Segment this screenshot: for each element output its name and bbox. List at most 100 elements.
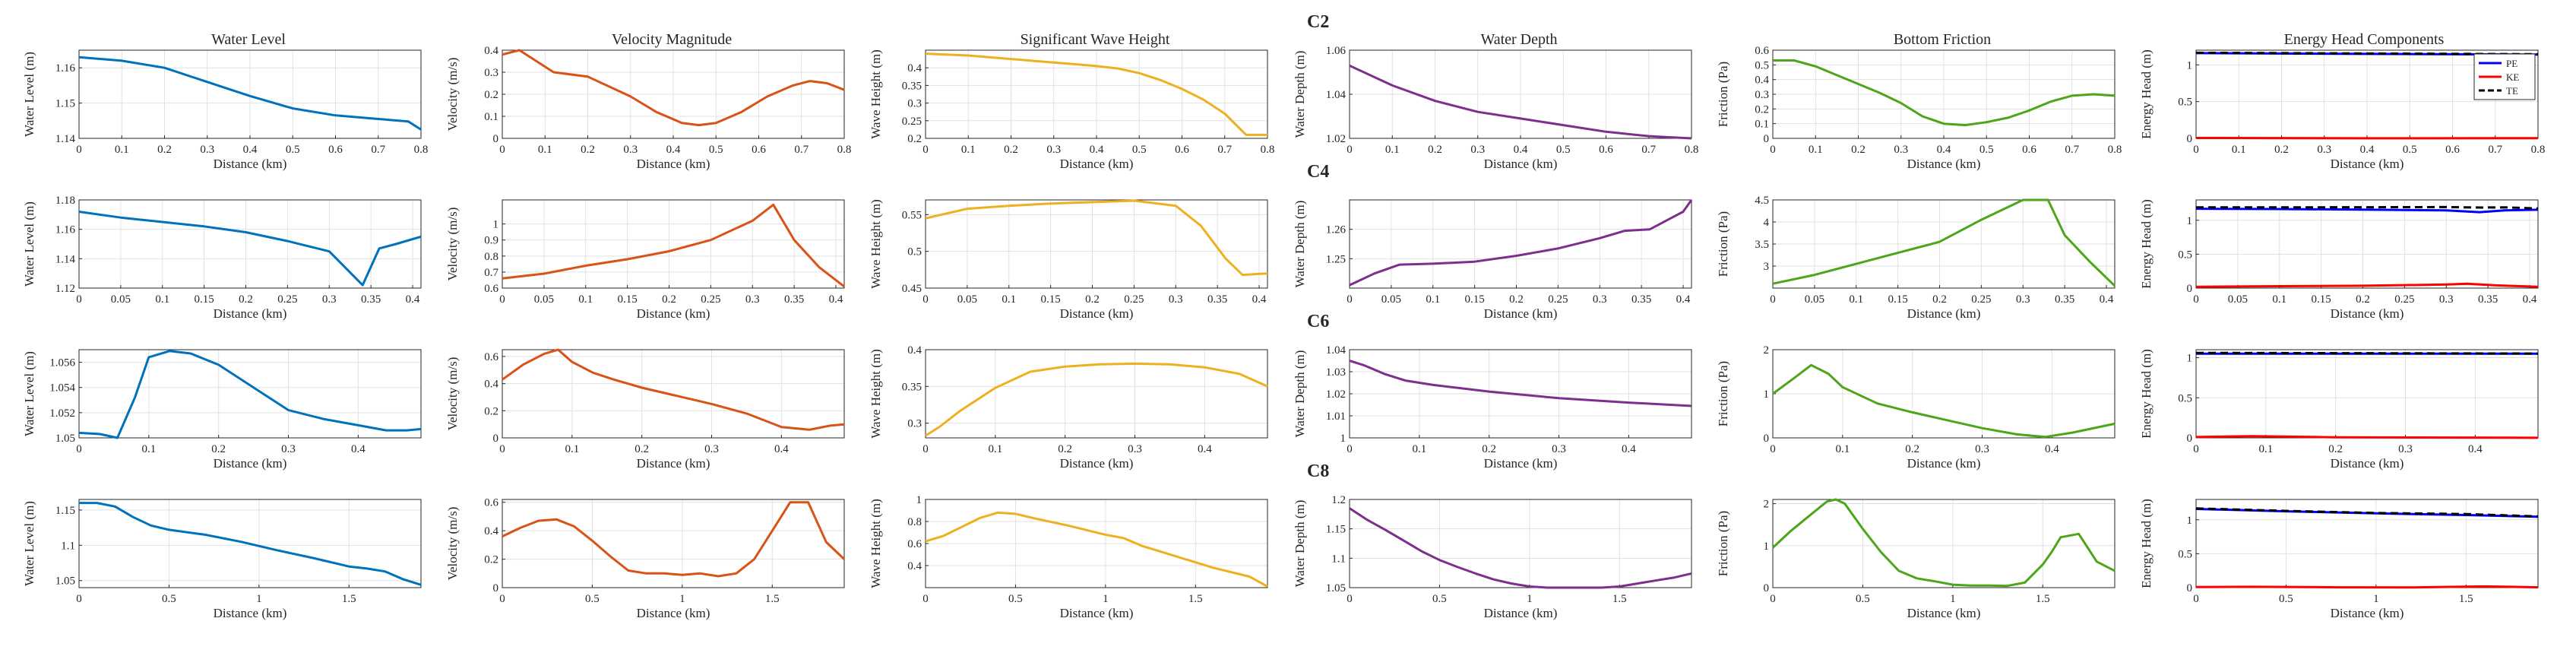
x-tick-label: 0.3 xyxy=(704,443,719,455)
y-tick-label: 0.4 xyxy=(1755,74,1769,87)
x-tick-label: 0.6 xyxy=(752,144,766,156)
x-tick-label: 0.1 xyxy=(565,443,579,455)
x-tick-label: 0 xyxy=(922,443,929,455)
y-tick-label: 1.02 xyxy=(1326,133,1346,145)
series-line-water-depth xyxy=(1349,507,1692,589)
series-line-water-level xyxy=(78,350,422,439)
y-tick-label: 0.9 xyxy=(484,235,498,247)
x-tick-label: 0.15 xyxy=(2312,293,2331,306)
y-tick-label: 0.2 xyxy=(1755,103,1769,116)
x-tick-label: 0.6 xyxy=(328,144,343,156)
legend-box xyxy=(2473,53,2536,100)
x-axis-label: Distance (km) xyxy=(214,306,287,321)
y-tick-label: 0.6 xyxy=(1755,45,1769,57)
y-axis-label: Water Level (m) xyxy=(22,201,36,287)
x-axis-label: Distance (km) xyxy=(1484,157,1558,171)
x-tick-label: 0.4 xyxy=(2523,293,2537,306)
chart-panels: 0 0.1 0.2 0.3 0.4 0.5 0.6 0.7 0.81.141.151.16Dis… xyxy=(22,45,2545,620)
chart-panel-r1-c5: 0 0.1 0.2 0.3 0.4 0.5 0.6 0.7 0.8 0 0.1 0.2 0.3 0.4 0.… xyxy=(1716,45,2122,171)
x-tick-label: 0.1 xyxy=(1809,144,1823,156)
series-line-te xyxy=(2196,205,2539,210)
x-tick-label: 0.5 xyxy=(2279,593,2293,605)
x-tick-label: 0.4 xyxy=(1937,144,1951,156)
y-axis-label: Water Depth (m) xyxy=(1293,500,1307,588)
axes-box xyxy=(1772,49,2116,139)
y-tick-label: 1.15 xyxy=(55,505,75,517)
x-tick-label: 0.3 xyxy=(2398,443,2413,455)
y-tick-label: 1.04 xyxy=(1326,89,1347,101)
x-tick-label: 0.4 xyxy=(774,443,789,455)
chart-panel-r1-c6: 0 0.1 0.2 0.3 0.4 0.5 0.6 0.7 0.8 0 0.5 1 Distance (… xyxy=(2139,49,2545,171)
y-tick-label: 1.14 xyxy=(55,133,76,145)
x-tick-label: 0 xyxy=(1347,293,1353,306)
x-tick-label: 0.2 xyxy=(581,144,595,156)
y-tick-label: 1.12 xyxy=(55,283,75,295)
y-tick-label: 0.4 xyxy=(907,62,922,74)
x-tick-label: 1 xyxy=(1950,593,1956,605)
y-tick-label: 0.7 xyxy=(484,267,498,279)
x-tick-label: 0.1 xyxy=(1412,443,1426,455)
x-tick-label: 0.05 xyxy=(1381,293,1401,306)
chart-panel-r2-c6: 0 0.05 0.1 0.15 0.2 0.25 0.3 0.35 0.4 0 0.5 1 Distan… xyxy=(2139,199,2539,321)
x-tick-label: 0.1 xyxy=(115,144,129,156)
x-tick-label: 0.4 xyxy=(829,293,843,306)
y-tick-label: 0.6 xyxy=(484,497,498,509)
x-tick-label: 1.5 xyxy=(765,593,780,605)
x-tick-label: 0 xyxy=(76,443,82,455)
x-tick-label: 0.7 xyxy=(2488,144,2502,156)
x-tick-label: 1.5 xyxy=(2459,593,2473,605)
x-tick-label: 0 xyxy=(1770,144,1776,156)
series-line-friction xyxy=(1772,363,2116,439)
x-axis-label: Distance (km) xyxy=(1907,606,1981,620)
series-line-water-level xyxy=(78,55,422,131)
x-axis-label: Distance (km) xyxy=(1060,306,1134,321)
series-line-ke xyxy=(2195,585,2539,589)
y-tick-label: 1 xyxy=(2187,215,2193,227)
x-tick-label: 0.3 xyxy=(1046,144,1061,156)
y-axis-label: Energy Head (m) xyxy=(2139,349,2154,439)
x-tick-label: 0.1 xyxy=(2272,293,2286,306)
y-axis-label: Friction (Pa) xyxy=(1716,361,1730,426)
y-tick-label: 4.5 xyxy=(1755,195,1769,207)
x-tick-label: 0.05 xyxy=(1805,293,1824,306)
y-tick-label: 1.056 xyxy=(49,357,75,369)
axes-box xyxy=(925,49,1268,139)
x-tick-label: 1.5 xyxy=(342,593,356,605)
chart-panel-r4-c2: 0 0.5 1 1.5 0 0.2 0.4 0.6 Distance (km) Velocity … xyxy=(445,497,846,620)
y-tick-label: 1.25 xyxy=(1326,253,1346,265)
x-tick-label: 0 xyxy=(2193,443,2199,455)
x-tick-label: 0.35 xyxy=(1631,293,1651,306)
x-tick-label: 0.3 xyxy=(200,144,214,156)
x-tick-label: 0.5 xyxy=(286,144,300,156)
x-axis-label: Distance (km) xyxy=(1907,306,1981,321)
x-tick-label: 0.7 xyxy=(794,144,809,156)
axes-box xyxy=(925,499,1268,588)
y-tick-label: 0 xyxy=(493,133,499,145)
series-line-wave-height xyxy=(925,362,1268,437)
x-tick-label: 0.5 xyxy=(1856,593,1870,605)
x-tick-label: 0.6 xyxy=(1175,144,1189,156)
legend-label-ke: KE xyxy=(2506,71,2519,83)
case-label-c4: C4 xyxy=(1307,162,1329,182)
x-tick-label: 0.4 xyxy=(1514,144,1528,156)
y-tick-label: 1.18 xyxy=(55,195,75,207)
y-axis-label: Water Level (m) xyxy=(22,351,36,436)
y-tick-label: 1.054 xyxy=(49,382,75,395)
axes-box xyxy=(1349,49,1692,139)
x-axis-label: Distance (km) xyxy=(637,456,710,471)
x-tick-label: 0 xyxy=(2193,144,2199,156)
x-tick-label: 0.05 xyxy=(111,293,131,306)
x-tick-label: 0.2 xyxy=(1085,293,1100,306)
x-axis-label: Distance (km) xyxy=(214,456,287,471)
x-tick-label: 0.1 xyxy=(538,144,552,156)
chart-panel-r1-c3: 0 0.1 0.2 0.3 0.4 0.5 0.6 0.7 0.8 0.2 0.25 0.3 0.35 0… xyxy=(869,49,1274,171)
x-tick-label: 0.1 xyxy=(2258,443,2273,455)
y-tick-label: 3.5 xyxy=(1755,239,1769,251)
y-tick-label: 4 xyxy=(1764,217,1770,229)
y-tick-label: 1.16 xyxy=(55,224,76,236)
x-tick-label: 0.2 xyxy=(1509,293,1524,306)
x-tick-label: 0.2 xyxy=(1932,293,1947,306)
x-tick-label: 0.1 xyxy=(1385,144,1400,156)
x-tick-label: 0.5 xyxy=(709,144,723,156)
